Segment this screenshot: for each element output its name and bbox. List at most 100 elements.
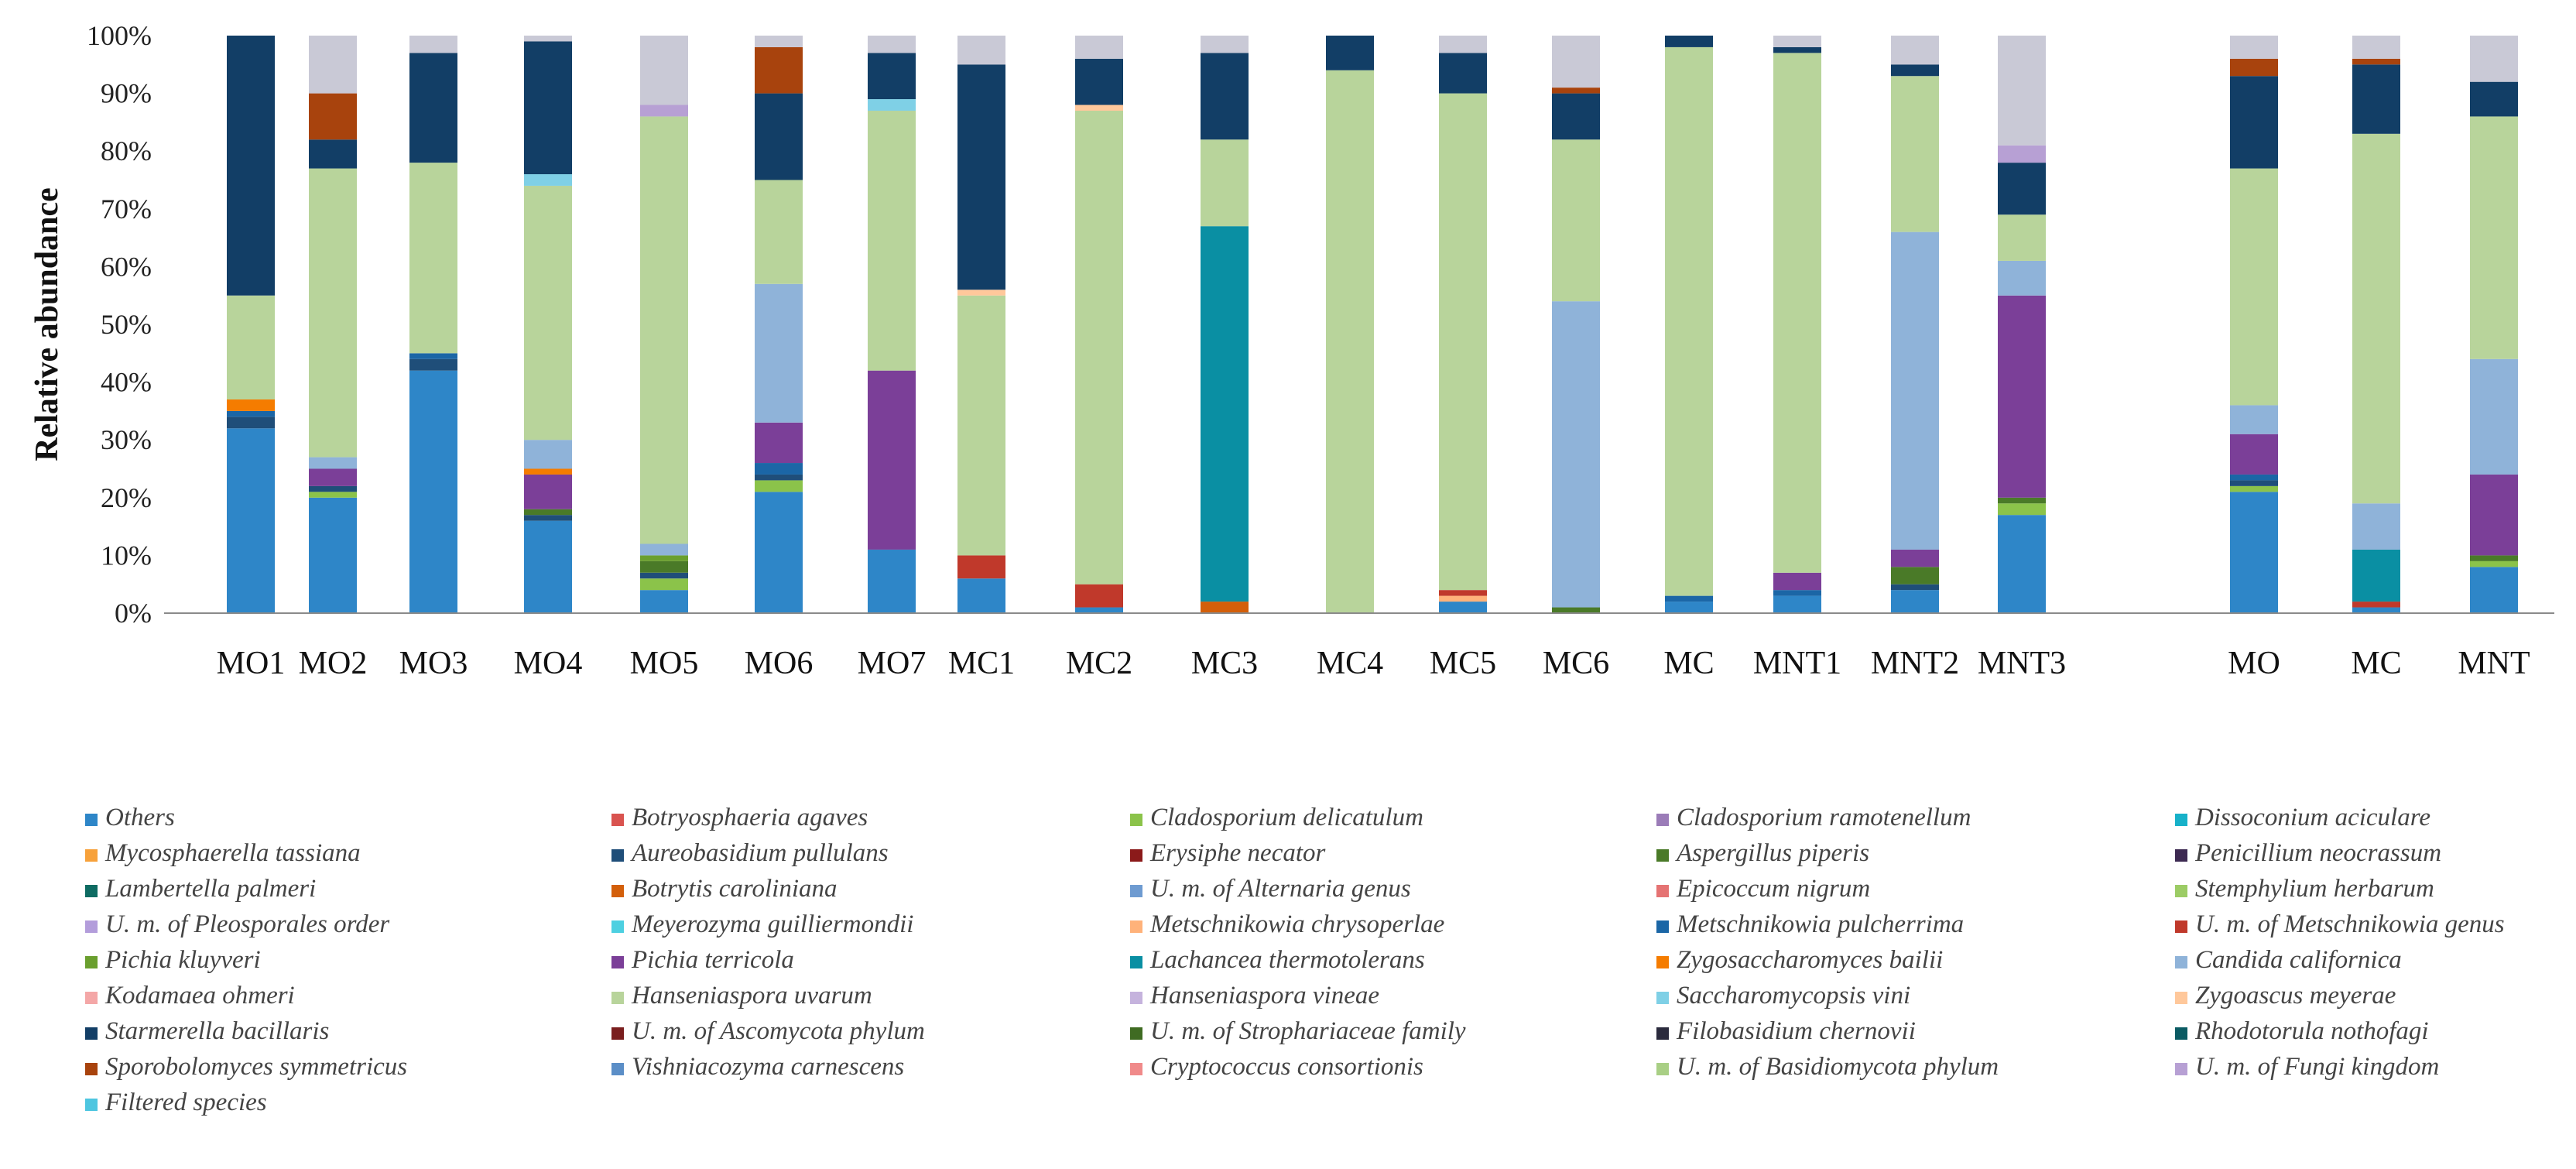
y-tick-label: 70%: [101, 194, 152, 225]
bar-segment: [2352, 607, 2400, 613]
x-tick-label: MC1: [948, 646, 1015, 681]
bar-segment: [1665, 46, 1713, 596]
bar-segment: [524, 509, 572, 516]
bar-segment: [1998, 497, 2046, 504]
bar-segment: [1998, 214, 2046, 261]
bar-segment: [524, 185, 572, 441]
legend-swatch: [1130, 920, 1142, 933]
legend-label: Cladosporium ramotenellum: [1677, 804, 1971, 831]
bar-segment-remainder: [524, 36, 572, 42]
legend-label: Botrytis caroliniana: [632, 875, 838, 903]
bar-segment: [640, 543, 688, 556]
legend-label: Mycosphaerella tassiana: [104, 839, 361, 867]
bar-segment: [1326, 36, 1374, 70]
bar-segment: [1665, 595, 1713, 602]
legend-swatch: [1656, 956, 1669, 968]
bar-segment: [2230, 480, 2278, 486]
legend-label: Candida californica: [2195, 946, 2402, 974]
legend-label: Metschnikowia pulcherrima: [1676, 910, 1964, 938]
bar-segment: [2352, 503, 2400, 550]
bar-segment: [1891, 549, 1939, 567]
bar-segment: [755, 463, 803, 475]
legend-swatch: [2175, 814, 2187, 826]
legend-label: Filobasidium chernovii: [1676, 1017, 1916, 1045]
bar-segment: [1201, 139, 1249, 227]
bar-segment: [1439, 595, 1487, 602]
legend-label: Erysiphe necator: [1149, 839, 1326, 867]
bar-segment: [957, 295, 1005, 556]
bar-segment: [755, 283, 803, 423]
bar-segment: [227, 295, 275, 399]
legend-label: Starmerella bacillaris: [105, 1017, 329, 1045]
bar-segment-remainder: [1201, 36, 1249, 53]
legend-swatch: [85, 814, 98, 826]
bar-segment: [1998, 295, 2046, 498]
x-tick-label: MO5: [630, 646, 699, 681]
legend-label: Aspergillus piperis: [1675, 839, 1869, 867]
bar-segment: [957, 555, 1005, 579]
bar-segment: [309, 93, 357, 140]
x-tick-label: MNT1: [1753, 646, 1841, 681]
legend-label: Saccharomycopsis vini: [1677, 982, 1910, 1010]
legend-label: Kodamaea ohmeri: [104, 982, 295, 1010]
legend-label: U. m. of Strophariaceae family: [1150, 1017, 1466, 1045]
legend-label: Penicillium neocrassum: [2194, 839, 2441, 867]
legend-swatch: [611, 920, 624, 933]
legend-swatch: [2175, 920, 2187, 933]
legend-swatch: [2175, 992, 2187, 1004]
legend-label: Stemphylium herbarum: [2195, 875, 2434, 903]
bar-segment: [755, 422, 803, 464]
y-tick-label: 100%: [87, 20, 152, 51]
bar-segment: [524, 41, 572, 175]
bar-segment: [1201, 602, 1249, 613]
legend-label: U. m. of Alternaria genus: [1150, 875, 1411, 903]
legend-label: Zygoascus meyerae: [2195, 982, 2396, 1010]
legend-swatch: [2175, 1027, 2187, 1040]
bar-segment-remainder: [755, 36, 803, 47]
bar-segment: [524, 174, 572, 186]
x-tick-label: MC5: [1430, 646, 1496, 681]
bar-segment: [1998, 163, 2046, 215]
bar-segment: [1773, 46, 1821, 53]
bar-segment-remainder: [640, 36, 688, 105]
x-tick-label: MO4: [514, 646, 583, 681]
bar-segment: [1552, 87, 1600, 94]
bar-segment: [309, 497, 357, 613]
bar-segment: [640, 578, 688, 591]
bar-segment: [1439, 93, 1487, 591]
x-tick-label: MO7: [858, 646, 927, 681]
bar-segment: [2230, 168, 2278, 406]
bar-segment: [227, 399, 275, 411]
legend-swatch: [85, 956, 98, 968]
bar-segment: [309, 168, 357, 458]
bar-segment: [640, 590, 688, 613]
bar-segment: [1075, 607, 1123, 613]
legend-swatch: [1130, 849, 1142, 862]
bar-segment: [2470, 116, 2518, 359]
bar-segment: [755, 93, 803, 180]
bar-segment: [868, 53, 916, 100]
legend-swatch: [2175, 849, 2187, 862]
bar-segment: [2470, 358, 2518, 475]
legend-swatch: [611, 992, 624, 1004]
bar-segment-remainder: [1075, 36, 1123, 59]
bar-segment: [227, 36, 275, 296]
bar-segment: [755, 474, 803, 481]
legend-swatch: [1656, 992, 1669, 1004]
legend-label: Cryptococcus consortionis: [1150, 1053, 1423, 1081]
legend-label: U. m. of Fungi kingdom: [2195, 1053, 2439, 1081]
bar-segment: [1075, 584, 1123, 608]
legend-label: Pichia terricola: [631, 946, 794, 974]
bar-segment: [1891, 231, 1939, 550]
legend-swatch: [85, 992, 98, 1004]
bar-segment: [409, 370, 457, 613]
legend-swatch: [1656, 1027, 1669, 1040]
plot-area: [227, 36, 2518, 613]
bar-segment: [1439, 590, 1487, 596]
bar-segment: [640, 116, 688, 544]
bar-segment: [868, 110, 916, 371]
bar-segment-remainder: [1439, 36, 1487, 53]
x-tick-label: MO6: [745, 646, 814, 681]
bar-segment: [1439, 602, 1487, 613]
